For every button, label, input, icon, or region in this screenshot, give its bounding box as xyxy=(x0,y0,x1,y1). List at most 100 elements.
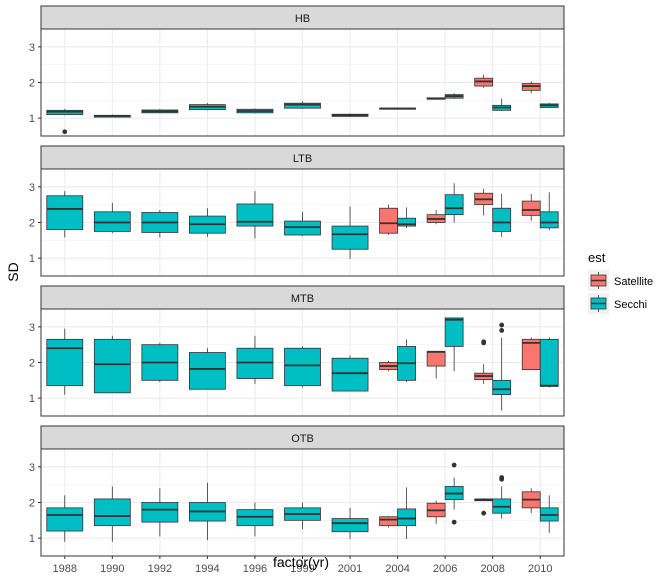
box-1990-secchi xyxy=(93,114,131,118)
box-body xyxy=(46,507,84,532)
box-body xyxy=(492,207,512,232)
x-tick-label: 2004 xyxy=(385,563,409,575)
box-2001-secchi xyxy=(331,206,369,259)
box-1988-secchi xyxy=(46,495,84,542)
x-tick-label: 1999 xyxy=(290,563,314,575)
x-tick-label: 2006 xyxy=(433,563,457,575)
box-2008-secchi xyxy=(492,98,512,112)
box-1988-secchi xyxy=(46,328,84,395)
x-tick-label: 1994 xyxy=(195,563,219,575)
box-1992-secchi xyxy=(141,488,179,537)
y-tick-label: 1 xyxy=(29,393,35,405)
x-tick-label: 2010 xyxy=(528,563,552,575)
outlier-point xyxy=(499,475,505,480)
x-axis: 1988 1990 1992 1994 1996 1999 2001 2004 2006 2008… xyxy=(53,556,552,575)
box-2004-satellite xyxy=(379,204,398,235)
box-1999-secchi xyxy=(284,101,321,109)
panel-hb: HB 1 2 3 xyxy=(29,5,565,137)
box-1996-secchi xyxy=(236,335,274,384)
box-body xyxy=(521,338,541,371)
box-2001-secchi xyxy=(331,507,369,539)
box-1990-secchi xyxy=(93,335,131,394)
box-1996-secchi xyxy=(236,502,274,537)
box-body xyxy=(379,207,398,234)
box-2006-secchi xyxy=(444,183,464,223)
box-body xyxy=(539,338,559,387)
panel-ltb: LTB 1 2 3 xyxy=(29,145,565,277)
box-body xyxy=(236,203,274,227)
y-tick-label: 2 xyxy=(29,78,35,90)
box-2010-secchi xyxy=(539,102,559,109)
box-1988-secchi xyxy=(46,191,84,238)
y-tick-label: 1 xyxy=(29,533,35,545)
box-1994-secchi xyxy=(189,103,226,111)
x-tick-label: 2001 xyxy=(338,563,362,575)
legend-item-satellite: Satellite xyxy=(588,270,653,291)
box-2001-secchi xyxy=(331,113,369,117)
box-body xyxy=(539,211,559,229)
box-body xyxy=(397,508,416,527)
y-tick-label: 3 xyxy=(29,182,35,194)
outlier-point xyxy=(481,510,487,516)
box-body xyxy=(331,518,369,533)
box-1990-secchi xyxy=(93,486,131,542)
box-1996-secchi xyxy=(236,191,274,239)
box-body xyxy=(93,498,131,527)
facet-strip-label: MTB xyxy=(291,293,314,305)
box-2010-satellite xyxy=(521,81,541,94)
x-tick-label: 1988 xyxy=(53,563,77,575)
box-2010-satellite xyxy=(521,337,541,371)
facet-panels: HB 1 2 3 LTB 1 2 3 MTB 1 2 3 OTB 1 2 3 xyxy=(29,5,565,557)
box-2004-satellite xyxy=(379,360,398,372)
y-tick-label: 3 xyxy=(29,42,35,54)
y-tick-label: 2 xyxy=(29,498,35,510)
box-2001-secchi xyxy=(331,355,369,392)
outlier-point xyxy=(499,328,505,333)
box-body xyxy=(426,351,446,367)
outlier-point xyxy=(481,339,487,345)
x-tick-label: 2008 xyxy=(480,563,504,575)
box-body xyxy=(93,338,131,394)
box-1990-secchi xyxy=(93,202,131,234)
box-2006-satellite xyxy=(426,97,446,100)
legend-label: Secchi xyxy=(614,299,647,311)
box-body xyxy=(46,195,84,231)
box-1994-secchi xyxy=(189,482,226,540)
box-2006-secchi xyxy=(444,462,464,525)
facet-strip-label: LTB xyxy=(293,153,312,165)
outlier-point xyxy=(451,462,457,468)
legend-item-secchi: Secchi xyxy=(588,293,647,314)
y-tick-label: 3 xyxy=(29,462,35,474)
box-2008-secchi xyxy=(492,475,512,519)
box-body xyxy=(521,200,541,216)
box-1999-secchi xyxy=(284,502,321,530)
box-body xyxy=(444,317,464,347)
box-2004-secchi xyxy=(397,487,416,539)
outlier-point xyxy=(62,129,68,135)
x-axis-title: factor(yr) xyxy=(273,554,329,570)
panel-mtb: MTB 1 2 3 xyxy=(29,285,565,417)
box-2010-secchi xyxy=(539,192,559,231)
box-1992-secchi xyxy=(141,210,179,238)
x-tick-label: 1990 xyxy=(100,563,124,575)
y-tick-label: 1 xyxy=(29,253,35,265)
box-body xyxy=(331,357,369,392)
box-body xyxy=(444,194,464,216)
box-body xyxy=(141,502,179,523)
outlier-point xyxy=(451,519,457,525)
box-1988-secchi xyxy=(46,108,84,135)
y-tick-label: 2 xyxy=(29,218,35,230)
outlier-point xyxy=(499,322,505,328)
box-body xyxy=(284,102,321,109)
box-2008-satellite xyxy=(474,74,494,88)
legend-title: est xyxy=(588,250,606,265)
box-body xyxy=(397,217,416,227)
y-tick-label: 2 xyxy=(29,358,35,370)
box-1999-secchi xyxy=(284,211,321,237)
box-1992-secchi xyxy=(141,342,179,383)
x-tick-label: 1996 xyxy=(243,563,267,575)
legend: est Satellite Secchi xyxy=(588,250,653,314)
x-tick-label: 1992 xyxy=(148,563,172,575)
box-2008-satellite xyxy=(474,339,494,384)
